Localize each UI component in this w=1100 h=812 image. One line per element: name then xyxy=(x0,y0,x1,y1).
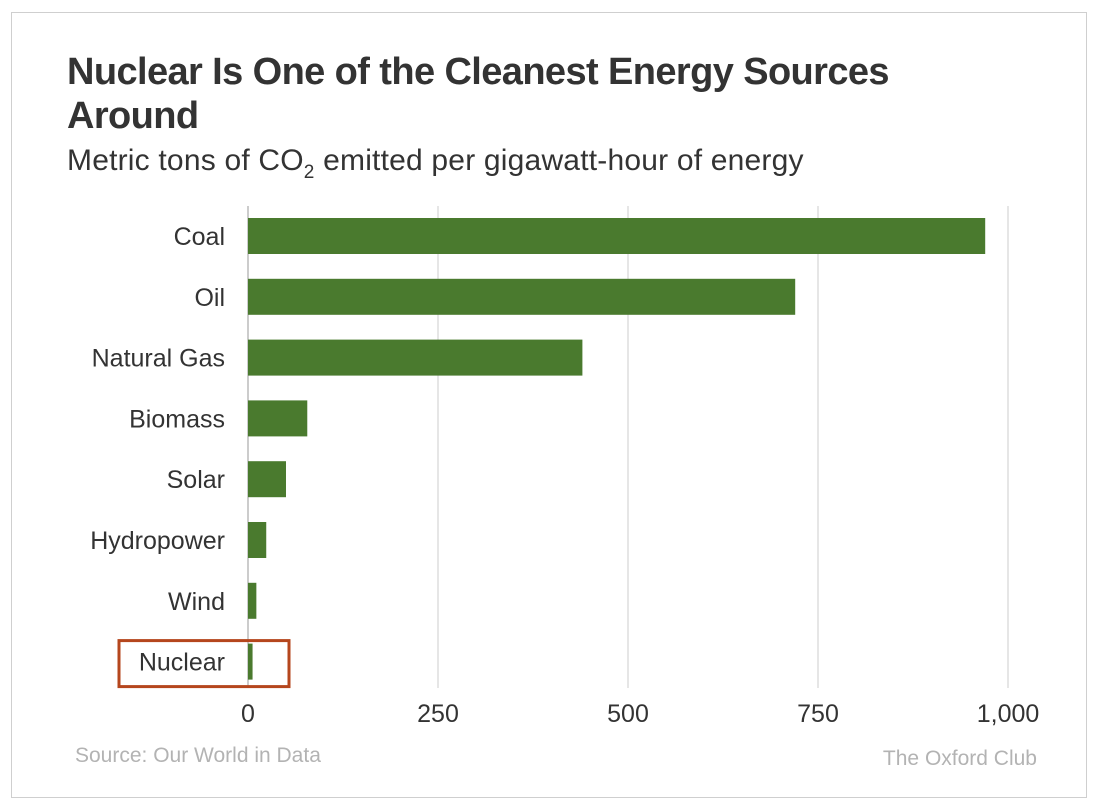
chart-frame xyxy=(11,12,1087,798)
chart-subtitle: Metric tons of CO2 emitted per gigawatt-… xyxy=(67,141,1067,183)
bar-oil xyxy=(248,278,796,315)
x-tick-label: 750 xyxy=(797,700,839,728)
bar-wind xyxy=(248,582,257,619)
category-label: Natural Gas xyxy=(92,345,225,373)
category-label: Biomass xyxy=(129,405,225,433)
highlight-box xyxy=(117,639,291,689)
category-label: Solar xyxy=(167,466,225,494)
subtitle-text-end: emitted per gigawatt-hour of energy xyxy=(314,144,804,177)
x-tick-label: 500 xyxy=(607,700,649,728)
subtitle-subscript: 2 xyxy=(303,162,315,183)
subtitle-text-start: Metric tons of CO xyxy=(67,144,304,177)
category-label: Nuclear xyxy=(139,649,225,677)
bar-nuclear xyxy=(248,643,253,680)
chart-title: Nuclear Is One of the Cleanest Energy So… xyxy=(67,51,890,137)
category-label: Coal xyxy=(174,223,225,251)
category-label: Wind xyxy=(168,588,225,616)
bar-hydropower xyxy=(248,522,267,558)
x-tick-label: 0 xyxy=(241,700,255,728)
source-note: Source: Our World in Data xyxy=(75,744,321,767)
brand-name: The Oxford Club xyxy=(882,747,1037,770)
bar-solar xyxy=(248,461,286,498)
x-tick-label: 250 xyxy=(417,700,459,728)
bar-coal xyxy=(248,218,986,254)
x-tick-label: 1,000 xyxy=(977,700,1040,728)
category-label: Oil xyxy=(194,284,225,312)
bar-biomass xyxy=(248,400,308,437)
category-label: Hydropower xyxy=(90,527,225,555)
bar-natural-gas xyxy=(248,339,583,376)
